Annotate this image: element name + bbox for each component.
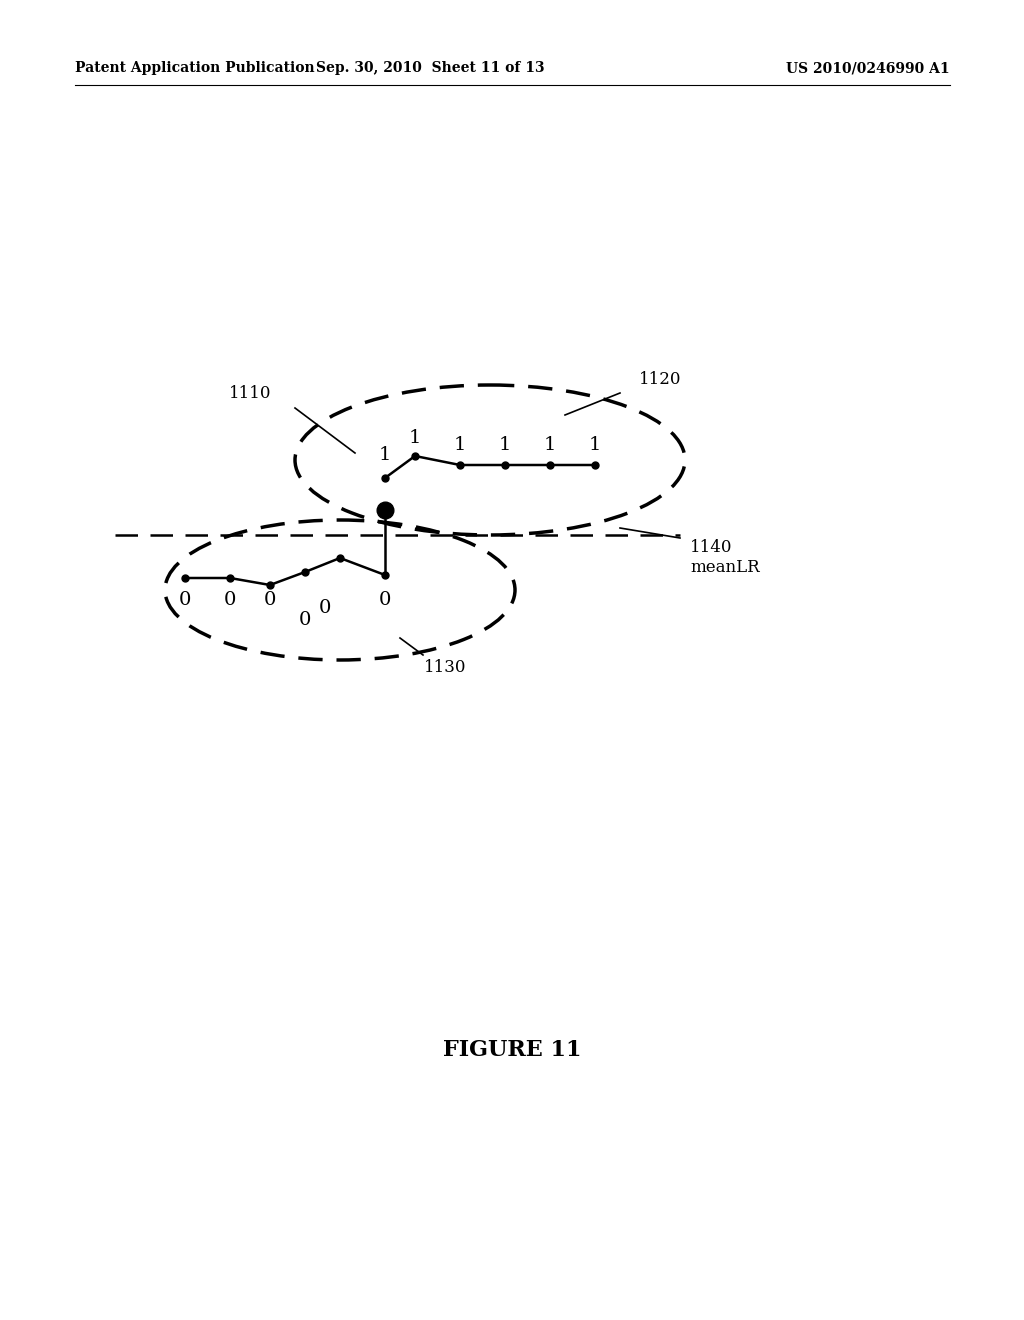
Text: 0: 0 (318, 599, 331, 616)
Text: Patent Application Publication: Patent Application Publication (75, 61, 314, 75)
Text: 0: 0 (179, 591, 191, 609)
Text: 1: 1 (379, 446, 391, 465)
Text: 1: 1 (544, 436, 556, 454)
Text: 1130: 1130 (424, 660, 466, 676)
Text: FIGURE 11: FIGURE 11 (442, 1039, 582, 1061)
Text: 1140: 1140 (690, 540, 732, 557)
Text: 1: 1 (454, 436, 466, 454)
Text: 1120: 1120 (639, 371, 681, 388)
Text: 0: 0 (299, 611, 311, 630)
Text: 0: 0 (224, 591, 237, 609)
Text: 1110: 1110 (228, 384, 271, 401)
Text: 0: 0 (264, 591, 276, 609)
Text: 1: 1 (409, 429, 421, 447)
Text: Sep. 30, 2010  Sheet 11 of 13: Sep. 30, 2010 Sheet 11 of 13 (315, 61, 545, 75)
Text: 0: 0 (379, 591, 391, 609)
Text: 1: 1 (589, 436, 601, 454)
Text: US 2010/0246990 A1: US 2010/0246990 A1 (786, 61, 950, 75)
Text: 1: 1 (499, 436, 511, 454)
Text: meanLR: meanLR (690, 560, 760, 577)
